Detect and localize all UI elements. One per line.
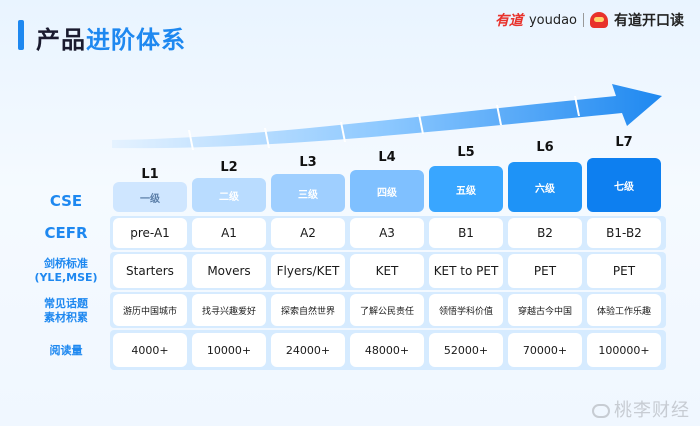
weibo-icon: [592, 404, 610, 418]
title-accent-bar: [18, 20, 24, 50]
level-heading-1: L1: [141, 167, 159, 182]
row-label-topics-line2: 素材积累: [44, 311, 88, 324]
cse-badge-5: 五级: [429, 166, 503, 212]
cambridge-cell-4: KET: [350, 254, 424, 288]
cambridge-cell-7: PET: [587, 254, 661, 288]
level-heading-3: L3: [299, 155, 317, 170]
topic-cell-4: 了解公民责任: [350, 294, 424, 326]
brand-separator: [583, 13, 584, 27]
kaikoudu-logo-icon: [590, 12, 608, 28]
row-label-cse: CSE: [49, 192, 83, 210]
level-heading-4: L4: [378, 150, 396, 165]
cambridge-cell-3: Flyers/KET: [271, 254, 345, 288]
topic-cell-6: 穿越古今中国: [508, 294, 582, 326]
reading-cell-7: 100000+: [587, 333, 661, 367]
cambridge-cell-5: KET to PET: [429, 254, 503, 288]
reading-cell-6: 70000+: [508, 333, 582, 367]
topic-cell-5: 领悟学科价值: [429, 294, 503, 326]
topic-cell-3: 探索自然世界: [271, 294, 345, 326]
level-heading-7: L7: [615, 135, 633, 150]
topic-cell-7: 体验工作乐趣: [587, 294, 661, 326]
reading-cell-4: 48000+: [350, 333, 424, 367]
cse-badge-4: 四级: [350, 170, 424, 212]
cefr-cell-1: pre-A1: [113, 218, 187, 248]
reading-cell-1: 4000+: [113, 333, 187, 367]
cefr-cell-5: B1: [429, 218, 503, 248]
level-heading-6: L6: [536, 140, 554, 155]
youdao-logo-en: youdao: [528, 12, 577, 28]
row-label-cambridge: 剑桥标准 (YLE,MSE): [18, 257, 114, 285]
cefr-cell-2: A1: [192, 218, 266, 248]
row-label-cambridge-line2: (YLE,MSE): [34, 271, 98, 284]
cefr-cell-4: A3: [350, 218, 424, 248]
page-title-part-2: 进阶体系: [86, 26, 186, 54]
cse-badge-7: 七级: [587, 158, 661, 212]
reading-cell-3: 24000+: [271, 333, 345, 367]
page-title: 产品进阶体系: [36, 20, 186, 55]
cambridge-cell-1: Starters: [113, 254, 187, 288]
kaikoudu-name: 有道开口读: [614, 13, 684, 29]
reading-cell-2: 10000+: [192, 333, 266, 367]
topic-cell-2: 找寻兴趣爱好: [192, 294, 266, 326]
youdao-logo-cn: 有道: [494, 13, 523, 29]
progress-arrow: [112, 84, 662, 150]
cefr-cell-6: B2: [508, 218, 582, 248]
row-label-cefr: CEFR: [44, 224, 88, 242]
page-title-part-1: 产品: [36, 26, 86, 54]
level-heading-5: L5: [457, 145, 475, 160]
brand-logos: 有道 youdao 有道开口读: [495, 10, 684, 30]
cambridge-cell-6: PET: [508, 254, 582, 288]
watermark-text: 桃李财经: [614, 400, 690, 421]
row-label-reading: 阅读量: [49, 344, 83, 357]
cse-badge-2: 二级: [192, 178, 266, 212]
row-label-topics-line1: 常见话题: [44, 297, 88, 310]
level-heading-2: L2: [220, 160, 238, 175]
cefr-cell-7: B1-B2: [587, 218, 661, 248]
cambridge-cell-2: Movers: [192, 254, 266, 288]
cefr-cell-3: A2: [271, 218, 345, 248]
cse-badge-3: 三级: [271, 174, 345, 212]
watermark: 桃李财经: [592, 396, 690, 422]
cse-badge-6: 六级: [508, 162, 582, 212]
cse-badge-1: 一级: [113, 182, 187, 212]
reading-cell-5: 52000+: [429, 333, 503, 367]
row-label-cambridge-line1: 剑桥标准: [44, 257, 88, 270]
topic-cell-1: 游历中国城市: [113, 294, 187, 326]
row-label-topics: 常见话题 素材积累: [18, 297, 114, 325]
